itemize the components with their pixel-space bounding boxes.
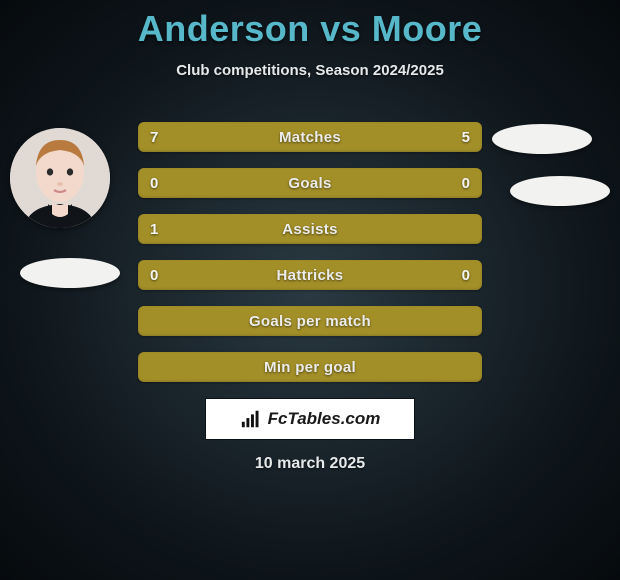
stat-left-value: 0 xyxy=(150,168,158,198)
stat-bars: 7 Matches 5 0 Goals 0 1 Assists 0 Hattri… xyxy=(138,122,482,398)
player-right-club-badge xyxy=(510,176,610,206)
stat-row-assists: 1 Assists xyxy=(138,214,482,244)
stat-row-goals-per-match: Goals per match xyxy=(138,306,482,336)
stat-right-value: 5 xyxy=(462,122,470,152)
stat-right-value: 0 xyxy=(462,168,470,198)
stat-label: Assists xyxy=(282,221,337,238)
page-title: Anderson vs Moore xyxy=(0,0,620,50)
stat-right-value: 0 xyxy=(462,260,470,290)
stat-label: Goals xyxy=(288,175,331,192)
brand-text: FcTables.com xyxy=(268,409,381,429)
stat-left-value: 1 xyxy=(150,214,158,244)
signal-icon xyxy=(240,408,262,430)
player-left-club-badge xyxy=(20,258,120,288)
brand-badge: FcTables.com xyxy=(205,398,415,440)
stat-left-value: 0 xyxy=(150,260,158,290)
stat-row-min-per-goal: Min per goal xyxy=(138,352,482,382)
stat-row-matches: 7 Matches 5 xyxy=(138,122,482,152)
player-left-avatar xyxy=(10,128,110,228)
avatar-face-icon xyxy=(10,128,110,228)
stat-label: Goals per match xyxy=(249,313,371,330)
stat-label: Min per goal xyxy=(264,359,356,376)
stat-row-hattricks: 0 Hattricks 0 xyxy=(138,260,482,290)
subtitle: Club competitions, Season 2024/2025 xyxy=(0,62,620,79)
generated-date: 10 march 2025 xyxy=(0,455,620,473)
stat-label: Hattricks xyxy=(277,267,344,284)
stat-left-value: 7 xyxy=(150,122,158,152)
comparison-card: Anderson vs Moore Club competitions, Sea… xyxy=(0,0,620,580)
player-right-avatar-placeholder xyxy=(492,124,592,154)
stat-label: Matches xyxy=(279,129,341,146)
stat-row-goals: 0 Goals 0 xyxy=(138,168,482,198)
